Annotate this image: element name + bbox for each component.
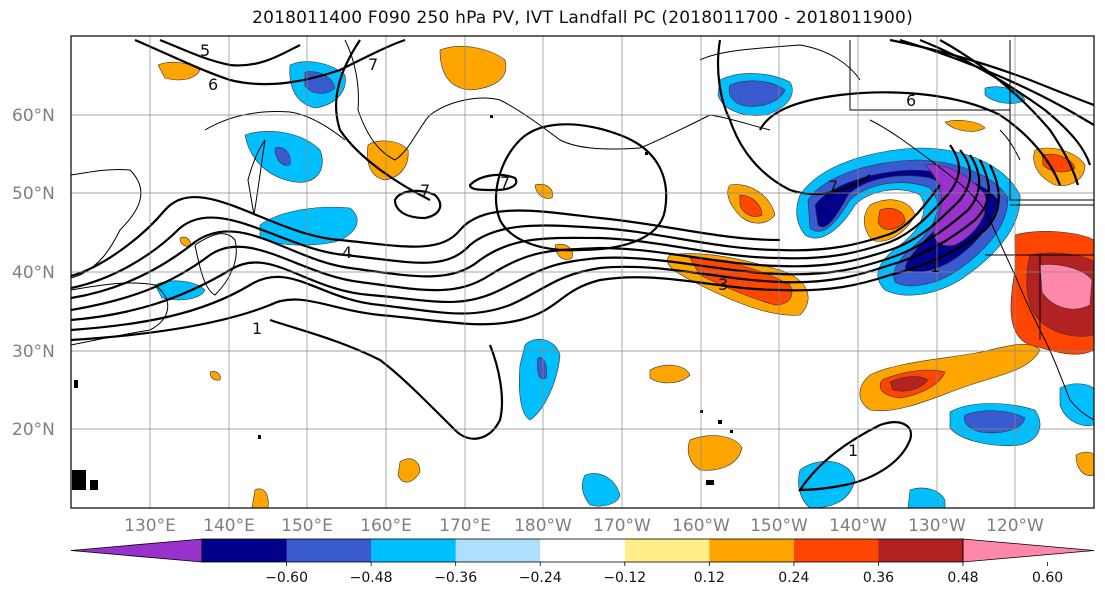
lon-label: 160°W [672,516,730,536]
lat-label: 20°N [12,420,55,440]
colorbar-segment [455,539,541,562]
lat-label: 30°N [12,342,55,362]
contour-label: 7 [500,173,510,192]
lat-label: 40°N [12,263,55,283]
lat-label: 50°N [12,184,55,204]
colorbar-tick-label: 0.60 [1032,570,1063,586]
contour-label: 5 [200,41,210,60]
colorbar-segment [624,539,710,562]
map-title: 2018011400 F090 250 hPa PV, IVT Landfall… [252,8,913,28]
colorbar-tick-label: 0.24 [778,570,809,586]
colorbar-tick-label: 0.48 [947,570,978,586]
contour-label: 1 [252,319,262,338]
pv-contour-labels: 5 6 7 7 7 6 7 4 1 3 1 1 [200,41,940,460]
lon-label: 150°W [750,516,808,536]
lon-label: 180°W [514,516,572,536]
colorbar-segment [371,539,457,562]
islands [72,115,733,490]
colorbar-tick-label: −0.12 [603,570,646,586]
colorbar-tick-label: −0.36 [434,570,477,586]
lon-label: 170°E [439,516,491,536]
colorbar-outline [201,538,964,563]
contour-label: 3 [718,275,728,294]
lat-label: 60°N [12,106,55,126]
lon-label: 170°W [593,516,651,536]
colorbar-tick-label: −0.60 [265,570,308,586]
contour-label: 6 [906,91,916,110]
lon-label: 140°W [829,516,887,536]
map-border [70,35,1095,509]
longitude-labels: 130°E 140°E 150°E 160°E 170°E 180°W 170°… [124,516,1044,536]
lon-label: 130°E [124,516,176,536]
colorbar-segment [202,539,288,562]
ivt-positive-patches [157,46,1094,508]
lon-label: 130°W [908,516,966,536]
colorbar-tick-label: 0.12 [694,570,725,586]
colorbar-segment [793,539,879,562]
contour-label: 7 [420,181,430,200]
contour-label: 1 [930,257,940,276]
lon-label: 150°E [281,516,333,536]
lon-label: 140°E [203,516,255,536]
colorbar-tick-label: −0.24 [519,570,562,586]
colorbar-segment [878,539,964,562]
contour-label: 4 [342,243,352,262]
contour-label: 1 [848,441,858,460]
colorbar-extend-min [70,538,203,563]
lon-label: 120°W [986,516,1044,536]
coastlines [71,39,1094,421]
latitude-labels: 60°N 50°N 40°N 30°N 20°N [12,106,55,440]
contour-label: 7 [368,55,378,74]
colorbar-segment [540,539,626,562]
colorbar-segment [709,539,795,562]
colorbar-extend-max [962,538,1095,563]
colorbar-tick-label: 0.36 [863,570,894,586]
graticule [71,36,1094,508]
colorbar-segment [286,539,372,562]
lon-label: 160°E [360,516,412,536]
contour-label: 7 [828,177,838,196]
colorbar-tick-label: −0.48 [350,570,393,586]
contour-label: 6 [208,75,218,94]
colorbar: −0.60 −0.48 −0.36 −0.24 −0.12 0.12 0.24 0.36 0.4… [70,538,1095,586]
